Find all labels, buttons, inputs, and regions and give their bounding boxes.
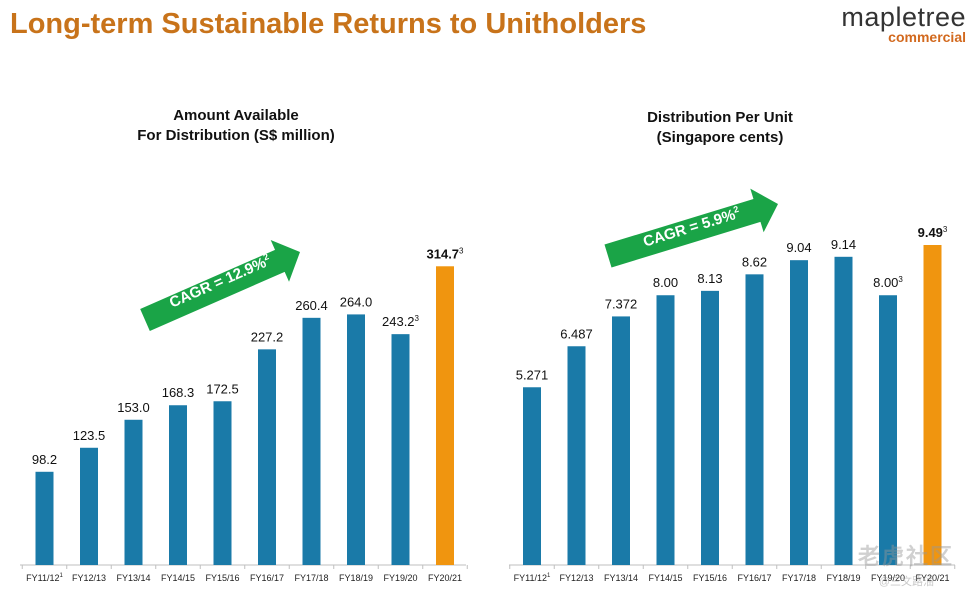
value-label: 8.003 (873, 275, 903, 290)
bar-fy15-16 (213, 401, 232, 565)
category-label: FY17/18 (782, 573, 816, 583)
category-label: FY15/16 (693, 573, 727, 583)
watermark: 老虎社区 (857, 544, 954, 569)
category-label: FY19/20 (871, 573, 905, 583)
cagr-arrow (604, 188, 778, 268)
left-chart-title-line1: Amount Available (173, 107, 299, 124)
value-label: 8.13 (697, 271, 722, 286)
category-label: FY16/17 (737, 573, 771, 583)
category-label-superscript: 1 (60, 573, 64, 579)
category-label: FY19/20 (383, 573, 417, 583)
bar-fy12-13 (80, 447, 98, 565)
value-label: 7.372 (605, 296, 638, 311)
value-label: 153.0 (117, 400, 150, 415)
category-label: FY18/19 (826, 573, 860, 583)
right-chart-title-line1: Distribution Per Unit (647, 109, 793, 126)
value-label: 172.5 (206, 381, 239, 396)
value-label: 8.62 (742, 254, 767, 269)
value-label-superscript: 3 (459, 246, 464, 255)
value-label: 9.04 (786, 240, 811, 255)
category-label: FY11/121 (26, 573, 63, 583)
category-label: FY16/17 (250, 573, 284, 583)
logo-sub-text: commercial (888, 29, 966, 45)
value-label: 6.487 (560, 326, 593, 341)
value-label: 8.00 (653, 275, 678, 290)
bar-fy20-21 (436, 266, 454, 565)
bar-fy13-14 (124, 419, 143, 565)
value-label-superscript: 3 (943, 225, 948, 234)
bar-fy18-19 (834, 256, 853, 565)
bar-fy11-12 (35, 471, 54, 565)
category-label: FY17/18 (294, 573, 328, 583)
category-label: FY12/13 (72, 573, 106, 583)
value-label: 9.14 (831, 237, 856, 252)
category-label: FY13/14 (116, 573, 150, 583)
value-label: 314.73 (427, 246, 465, 261)
category-label: FY20/21 (915, 573, 949, 583)
bar-fy16-17 (745, 274, 764, 565)
page-title: Long-term Sustainable Returns to Unithol… (10, 8, 647, 40)
bar-fy15-16 (701, 290, 719, 565)
bar-fy14-15 (656, 295, 675, 565)
category-label: FY20/21 (428, 573, 462, 583)
logo-main-text: mapletree (841, 2, 966, 32)
value-label-superscript: 3 (415, 314, 420, 323)
cagr-label-superscript: 2 (732, 204, 740, 215)
category-label: FY11/121 (514, 573, 551, 583)
value-label: 5.271 (516, 367, 549, 382)
category-label: FY14/15 (648, 573, 682, 583)
right-chart-title: Distribution Per Unit (Singapore cents) (590, 108, 850, 148)
value-label: 227.2 (251, 329, 284, 344)
category-label-superscript: 1 (547, 573, 551, 579)
bar-fy20-21 (923, 245, 942, 565)
category-label: FY12/13 (559, 573, 593, 583)
right-chart-title-line2: (Singapore cents) (656, 129, 784, 146)
value-label: 123.5 (73, 428, 106, 443)
bar-fy19-20 (391, 334, 410, 565)
bar-fy17-18 (302, 317, 321, 565)
value-label: 98.2 (32, 452, 57, 467)
bar-fy19-20 (879, 295, 897, 565)
category-label: FY14/15 (161, 573, 195, 583)
cagr-label-superscript: 2 (262, 251, 271, 262)
bar-fy12-13 (567, 346, 586, 565)
bar-fy16-17 (258, 349, 276, 565)
cagr-arrow (140, 239, 300, 331)
left-chart-title-line2: For Distribution (S$ million) (137, 127, 335, 144)
value-label: 9.493 (918, 225, 948, 240)
value-label: 260.4 (295, 298, 328, 313)
left-chart-title: Amount Available For Distribution (S$ mi… (106, 106, 366, 146)
bar-fy11-12 (523, 387, 541, 565)
bar-fy18-19 (347, 314, 365, 565)
watermark-sub: @三文路油 (878, 576, 934, 588)
company-logo: mapletree commercial (841, 2, 966, 45)
value-label: 264.0 (340, 294, 373, 309)
bar-fy17-18 (790, 260, 808, 565)
category-label: FY13/14 (604, 573, 638, 583)
category-label: FY15/16 (205, 573, 239, 583)
value-label: 243.23 (382, 314, 420, 329)
value-label-superscript: 3 (898, 275, 903, 284)
bar-fy14-15 (169, 405, 187, 565)
category-label: FY18/19 (339, 573, 373, 583)
bar-fy13-14 (612, 316, 630, 565)
value-label: 168.3 (162, 385, 195, 400)
